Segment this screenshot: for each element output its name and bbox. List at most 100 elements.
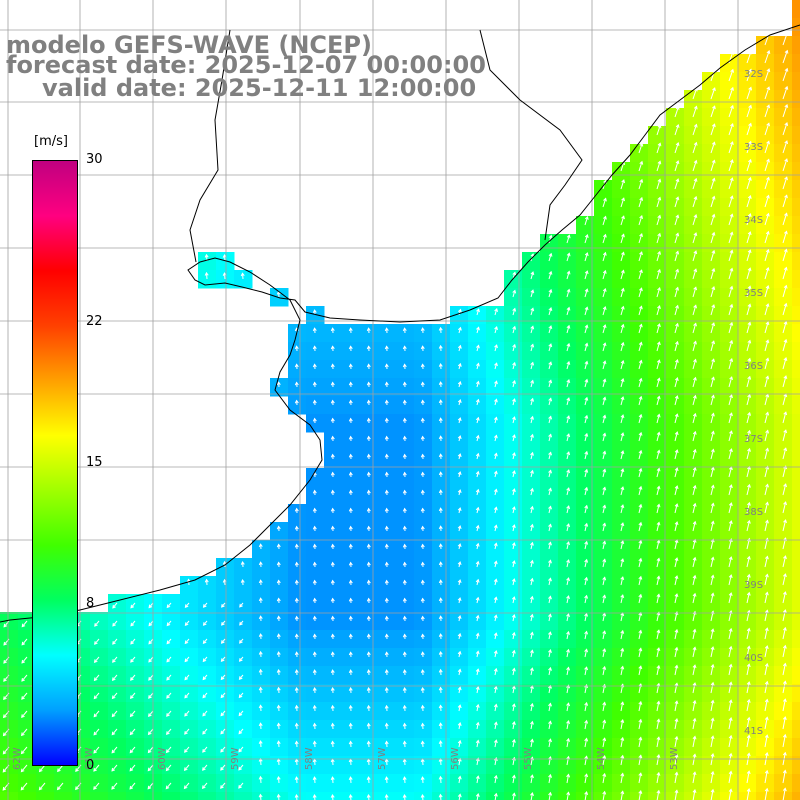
wind-speed-cell <box>432 630 451 649</box>
wind-speed-cell <box>504 558 523 577</box>
wind-arrow-head <box>638 359 643 364</box>
wind-speed-cell <box>630 342 649 361</box>
wind-arrow <box>728 322 733 334</box>
wind-arrow <box>764 502 769 514</box>
wind-arrow-head <box>438 435 443 440</box>
wind-speed-cell <box>594 612 613 631</box>
wind-arrow <box>746 213 751 226</box>
wind-arrow <box>782 267 787 280</box>
wind-speed-cell <box>738 270 757 289</box>
wind-speed-cell <box>612 162 631 181</box>
wind-arrow-head <box>766 68 771 73</box>
wind-speed-cell <box>450 738 469 757</box>
wind-speed-cell <box>702 774 721 793</box>
wind-speed-cell <box>414 540 433 559</box>
wind-arrow-head <box>438 399 443 404</box>
wind-arrow <box>566 631 570 640</box>
wind-speed-cell <box>792 288 800 307</box>
wind-arrow-head <box>728 752 733 757</box>
wind-arrow-head <box>566 342 571 347</box>
wind-arrow-head <box>512 271 517 276</box>
wind-arrow <box>764 231 769 244</box>
wind-speed-cell <box>756 594 775 613</box>
wind-arrow-head <box>765 339 770 344</box>
wind-arrow-head <box>512 379 516 384</box>
wind-arrow-head <box>674 413 679 418</box>
wind-speed-cell <box>738 666 757 685</box>
wind-arrow <box>656 701 660 712</box>
wind-arrow-head <box>783 465 788 470</box>
wind-speed-cell <box>720 288 739 307</box>
wind-arrow-head <box>675 250 680 255</box>
wind-speed-cell <box>558 666 577 685</box>
wind-speed-cell <box>252 630 271 649</box>
wind-arrow-head <box>603 215 607 220</box>
wind-speed-cell <box>630 216 649 235</box>
wind-arrow-head <box>729 159 734 164</box>
wind-arrow <box>728 196 733 208</box>
wind-arrow-head <box>621 197 625 202</box>
wind-arrow-head <box>746 770 751 775</box>
wind-speed-cell <box>288 630 307 649</box>
wind-arrow <box>512 470 515 478</box>
wind-arrow-head <box>184 694 188 699</box>
wind-arrow <box>728 87 734 100</box>
wind-arrow-head <box>420 615 425 620</box>
wind-speed-cell <box>540 558 559 577</box>
wind-arrow <box>602 415 606 424</box>
wind-arrow-head <box>728 556 733 561</box>
wind-speed-cell <box>324 486 343 505</box>
wind-speed-cell <box>612 252 631 271</box>
wind-arrow <box>692 142 697 154</box>
wind-arrow-head <box>747 429 751 434</box>
wind-speed-cell <box>252 576 271 595</box>
wind-speed-cell <box>216 576 235 595</box>
wind-arrow <box>746 141 752 154</box>
wind-speed-cell <box>324 414 343 433</box>
wind-arrow-head <box>276 775 281 780</box>
wind-speed-cell <box>666 468 685 487</box>
wind-arrow-head <box>238 658 243 662</box>
wind-arrow <box>620 450 624 460</box>
wind-arrow-head <box>693 123 698 128</box>
wind-arrow <box>782 177 788 190</box>
wind-speed-cell <box>468 504 487 523</box>
wind-speed-cell <box>342 450 361 469</box>
wind-arrow <box>710 322 715 334</box>
wind-arrow <box>728 268 733 280</box>
wind-arrow-head <box>657 124 662 129</box>
wind-speed-cell <box>666 702 685 721</box>
wind-arrow-head <box>566 469 571 474</box>
wind-speed-cell <box>324 684 343 703</box>
wind-arrow-head <box>747 375 752 380</box>
wind-speed-cell <box>396 576 415 595</box>
wind-arrow <box>584 397 588 406</box>
wind-arrow <box>782 86 788 100</box>
wind-arrow-head <box>783 230 788 235</box>
wind-arrow-head <box>258 686 263 691</box>
wind-arrow-head <box>620 594 625 599</box>
wind-arrow <box>277 776 280 784</box>
wind-speed-cell <box>612 522 631 541</box>
wind-arrow-head <box>692 735 697 740</box>
wind-speed-cell <box>540 540 559 559</box>
wind-speed-cell <box>414 324 433 343</box>
wind-speed-cell <box>720 144 739 163</box>
wind-arrow-head <box>783 266 788 271</box>
wind-arrow-head <box>748 86 753 91</box>
wind-arrow <box>746 159 752 172</box>
wind-speed-cell <box>522 360 541 379</box>
wind-arrow-head <box>674 628 679 633</box>
longitude-label: 58W <box>304 747 315 770</box>
wind-speed-cell <box>522 342 541 361</box>
wind-arrow <box>111 728 118 735</box>
wind-speed-cell <box>774 72 793 91</box>
wind-arrow <box>710 539 714 550</box>
wind-speed-cell <box>36 792 55 800</box>
wind-speed-cell <box>630 144 649 163</box>
wind-speed-cell <box>486 396 505 415</box>
wind-speed-cell <box>576 270 595 289</box>
wind-arrow <box>205 272 208 280</box>
wind-speed-cell <box>702 414 721 433</box>
wind-arrow <box>548 343 552 352</box>
